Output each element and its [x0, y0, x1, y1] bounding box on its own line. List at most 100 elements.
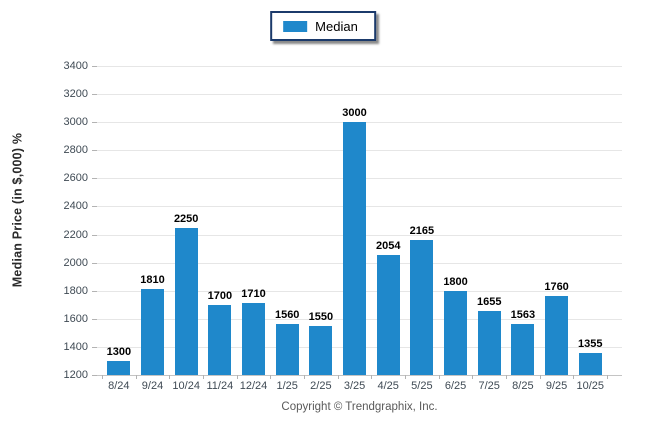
x-axis-tick-label: 10/24: [172, 380, 200, 392]
y-axis-tick: [92, 206, 97, 208]
y-axis-tick-label: 1400: [63, 340, 88, 353]
bar-slot: 1563 8/25: [506, 66, 540, 392]
x-axis-tick: [135, 375, 137, 379]
legend-label: Median: [315, 18, 358, 34]
x-axis-tick-label: 11/24: [206, 380, 234, 392]
bar-slot: 1760 9/25: [540, 66, 574, 392]
x-axis-tick-label: 8/25: [512, 380, 534, 392]
y-axis-tick-label: 2000: [63, 256, 88, 269]
bar-slot: 1655 7/25: [472, 66, 506, 392]
x-axis-tick: [169, 375, 171, 379]
y-axis-tick-label: 2400: [63, 200, 88, 213]
bar: [410, 239, 434, 375]
bar: [141, 289, 164, 375]
x-axis-tick-label: 3/25: [343, 380, 366, 392]
bar-value-label: 1560: [274, 309, 300, 322]
x-axis-tick-label: 6/25: [444, 380, 467, 392]
x-axis-line: [97, 375, 622, 376]
bar-value-label: 1710: [241, 288, 266, 301]
x-axis-tick: [573, 375, 575, 379]
bar-value-label: 1810: [140, 274, 165, 287]
bar-slot: 1355 10/25: [573, 66, 607, 392]
y-axis-tick: [92, 262, 97, 264]
x-axis-tick: [405, 375, 406, 379]
bar: [376, 255, 400, 375]
y-axis-tick: [92, 290, 97, 292]
x-axis-tick: [371, 375, 373, 379]
bar: [511, 324, 535, 375]
bar-slot: 1810 9/24: [136, 66, 170, 392]
x-axis-tick: [304, 375, 305, 379]
x-axis-tick-label: 10/25: [576, 380, 604, 392]
bar-slot: 1800 6/25: [439, 66, 473, 392]
bar: [545, 296, 569, 375]
y-axis-tick: [92, 122, 97, 124]
y-axis-tick: [92, 346, 97, 348]
bar: [275, 324, 299, 375]
bar-slot: 1300 8/24: [102, 66, 136, 392]
y-axis-tick: [92, 150, 97, 152]
y-axis-tick: [92, 234, 97, 236]
y-axis-tick-label: 3400: [63, 60, 88, 72]
bar-slot: 2250 10/24: [169, 66, 203, 393]
x-axis-tick: [102, 375, 103, 379]
x-axis-tick-label: 7/25: [478, 380, 500, 392]
y-axis-tick-label: 2200: [63, 228, 88, 241]
bar: [309, 325, 333, 375]
y-axis-tick-label: 3000: [63, 116, 88, 129]
bar-value-label: 2054: [375, 240, 401, 253]
y-axis-tick: [92, 318, 97, 320]
bar: [242, 303, 266, 375]
bar-slot: 3000 3/25: [338, 66, 372, 392]
bar-value-label: 1700: [207, 289, 233, 302]
bar-value-label: 2250: [173, 212, 199, 225]
bar-slot: 1550 2/25: [304, 66, 338, 392]
bar: [174, 227, 198, 375]
bar-slot: 2165 5/25: [405, 66, 439, 393]
x-axis-tick: [337, 375, 339, 379]
copyright-text: Copyright © Trendgraphix, Inc.: [281, 401, 438, 413]
bar-value-label: 1655: [476, 296, 502, 309]
x-axis-tick: [203, 375, 204, 379]
x-axis-tick: [472, 375, 474, 379]
x-axis-tick-label: 2/25: [310, 380, 332, 392]
bar-value-label: 1355: [578, 338, 603, 351]
y-axis-tick: [92, 94, 97, 96]
y-axis-tick-label: 2600: [63, 172, 88, 185]
y-axis-tick: [92, 66, 97, 67]
bar-slot: 2054 4/25: [371, 66, 405, 392]
bar-value-label: 3000: [342, 107, 367, 120]
bar-value-label: 1760: [544, 281, 569, 294]
bar-slot: 1700 11/24: [203, 66, 237, 392]
bar: [578, 353, 602, 375]
bar-value-label: 2165: [409, 224, 435, 237]
bar-value-label: 1563: [510, 309, 536, 321]
bar-slot: 1710 12/24: [237, 66, 271, 392]
x-axis-tick-label: 9/24: [141, 380, 164, 392]
x-axis-tick: [539, 375, 541, 379]
y-axis-tick-label: 2800: [63, 144, 88, 157]
bar-value-label: 1550: [308, 310, 334, 323]
x-axis-tick-label: 12/24: [239, 380, 268, 392]
y-axis-tick: [92, 178, 97, 180]
bar: [208, 304, 232, 375]
bar: [444, 290, 468, 375]
legend: Median: [270, 11, 376, 41]
gridline: [97, 94, 622, 96]
y-axis-tick-label: 1200: [63, 369, 88, 381]
x-axis-tick: [506, 375, 507, 379]
y-axis-tick-label: 3200: [63, 88, 88, 101]
bar-slot: 1560 1/25: [270, 66, 304, 392]
y-axis-tick-label: 1800: [63, 284, 88, 297]
x-axis-tick: [270, 375, 272, 379]
bar-value-label: 1800: [443, 275, 468, 288]
x-axis-tick-label: 1/25: [276, 380, 298, 392]
bar: [107, 361, 131, 375]
y-axis-tick-label: 1600: [63, 312, 88, 325]
bar-series: 1300 8/24 1810 9/24 2250 10/24 1700 11/24 1710 12…: [102, 66, 607, 393]
x-axis-tick: [438, 375, 440, 379]
x-axis-tick: [607, 375, 608, 379]
bar-value-label: 1300: [106, 346, 132, 358]
x-axis-tick-label: 9/25: [545, 380, 568, 392]
